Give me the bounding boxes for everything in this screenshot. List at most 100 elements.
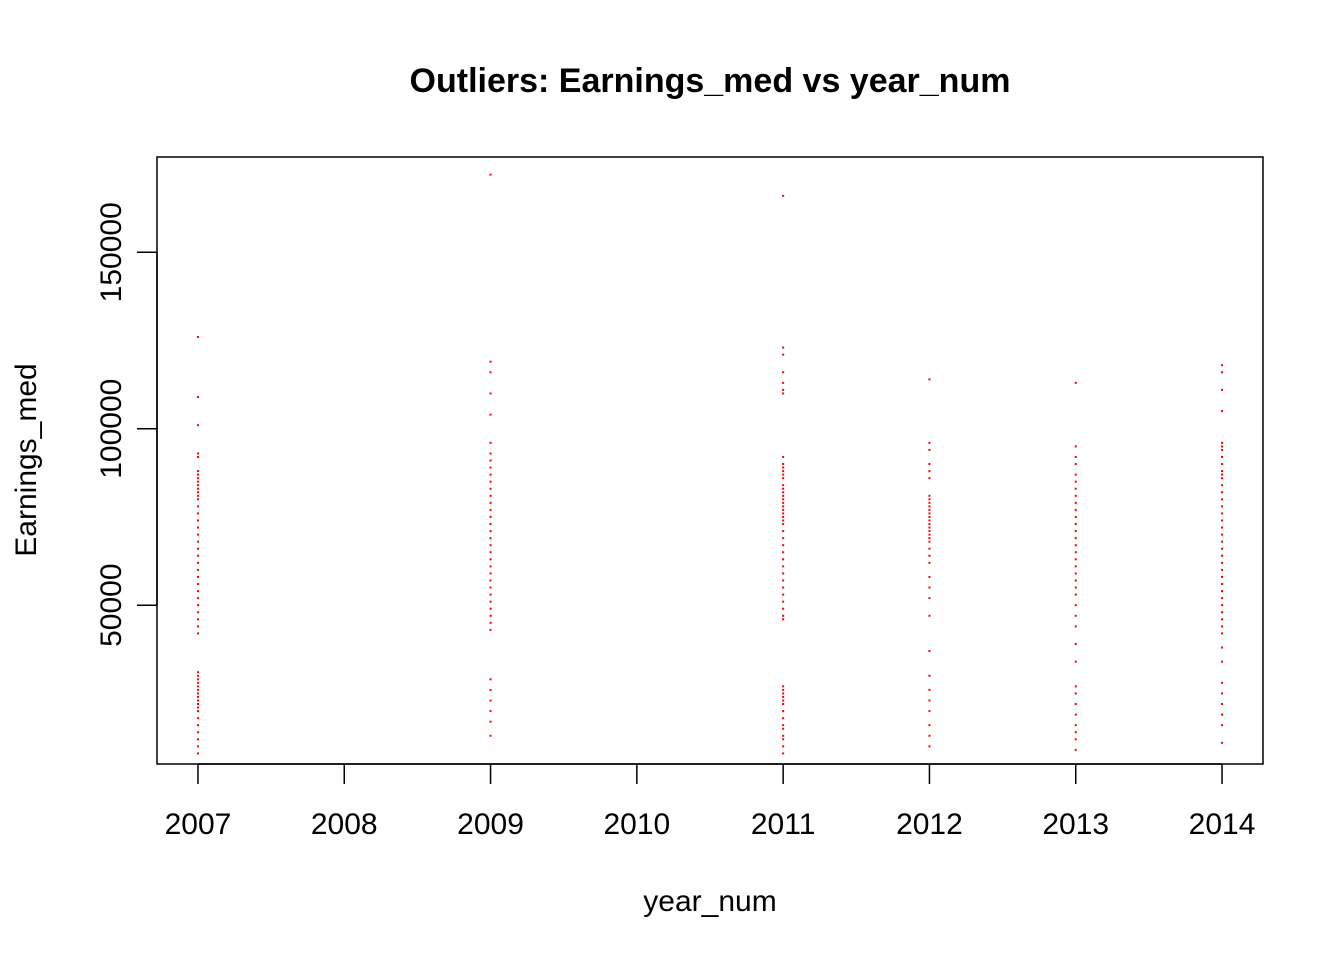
data-point: [196, 554, 199, 557]
data-point: [928, 575, 931, 578]
data-point: [489, 459, 492, 462]
y-tick-label: 50000: [95, 563, 128, 646]
data-point: [1221, 692, 1224, 695]
data-point: [196, 473, 199, 476]
data-point: [782, 501, 785, 504]
data-point: [196, 695, 199, 698]
data-point: [1221, 388, 1224, 391]
data-point: [1221, 463, 1224, 466]
data-point: [489, 392, 492, 395]
x-tick-label: 2013: [1042, 808, 1109, 841]
data-point: [196, 692, 199, 695]
data-point: [928, 519, 931, 522]
data-point: [928, 501, 931, 504]
data-point: [1221, 741, 1224, 744]
data-point: [782, 607, 785, 610]
data-point: [1074, 713, 1077, 716]
data-point: [782, 724, 785, 727]
data-point: [196, 484, 199, 487]
data-point: [928, 540, 931, 543]
data-point: [196, 491, 199, 494]
data-point: [782, 586, 785, 589]
data-point: [1221, 724, 1224, 727]
data-point: [196, 470, 199, 473]
data-point: [489, 607, 492, 610]
data-point: [1221, 477, 1224, 480]
data-point: [1221, 561, 1224, 564]
data-point: [1221, 604, 1224, 607]
data-point: [1074, 515, 1077, 518]
data-point: [196, 710, 199, 713]
data-point: [782, 455, 785, 458]
data-point: [196, 568, 199, 571]
data-point: [1074, 643, 1077, 646]
data-point: [1074, 480, 1077, 483]
data-point: [782, 734, 785, 737]
data-point: [196, 583, 199, 586]
data-point: [782, 703, 785, 706]
data-point: [928, 378, 931, 381]
data-point: [196, 688, 199, 691]
data-point: [196, 540, 199, 543]
data-point: [1074, 692, 1077, 695]
data-point: [489, 614, 492, 617]
chart-title: Outliers: Earnings_med vs year_num: [410, 62, 1011, 100]
data-point: [1221, 505, 1224, 508]
data-point: [196, 395, 199, 398]
data-point: [196, 706, 199, 709]
data-point: [782, 727, 785, 730]
data-point: [196, 575, 199, 578]
data-point: [928, 512, 931, 515]
data-point: [489, 473, 492, 476]
data-point: [1221, 448, 1224, 451]
data-point: [1221, 703, 1224, 706]
data-point: [782, 477, 785, 480]
data-point: [928, 734, 931, 737]
data-point: [196, 533, 199, 536]
data-point: [782, 346, 785, 349]
data-point: [1221, 491, 1224, 494]
data-point: [1074, 455, 1077, 458]
data-point: [196, 745, 199, 748]
data-point: [489, 600, 492, 603]
data-point: [489, 537, 492, 540]
data-point: [928, 710, 931, 713]
data-point: [782, 505, 785, 508]
data-point: [489, 734, 492, 737]
data-point: [489, 494, 492, 497]
data-point: [196, 738, 199, 741]
data-point: [928, 533, 931, 536]
data-point: [1074, 530, 1077, 533]
data-point: [1221, 597, 1224, 600]
data-point: [489, 501, 492, 504]
data-point: [196, 678, 199, 681]
x-tick-label: 2011: [751, 808, 816, 841]
data-point: [1074, 685, 1077, 688]
data-point: [782, 695, 785, 698]
data-point: [1074, 494, 1077, 497]
data-point: [196, 519, 199, 522]
x-tick-label: 2008: [311, 808, 378, 841]
data-point: [1074, 748, 1077, 751]
data-point: [782, 544, 785, 547]
data-point: [1074, 593, 1077, 596]
data-point: [1074, 660, 1077, 663]
data-point: [782, 353, 785, 356]
data-point: [489, 565, 492, 568]
data-point: [196, 424, 199, 427]
data-point: [489, 466, 492, 469]
data-point: [489, 480, 492, 483]
data-point: [928, 508, 931, 511]
data-point: [928, 515, 931, 518]
data-point: [1074, 508, 1077, 511]
data-point: [1074, 523, 1077, 526]
data-point: [782, 487, 785, 490]
data-point: [928, 530, 931, 533]
data-point: [1074, 572, 1077, 575]
data-point: [928, 463, 931, 466]
data-point: [928, 724, 931, 727]
data-point: [782, 371, 785, 374]
data-point: [196, 561, 199, 564]
data-point: [1074, 604, 1077, 607]
